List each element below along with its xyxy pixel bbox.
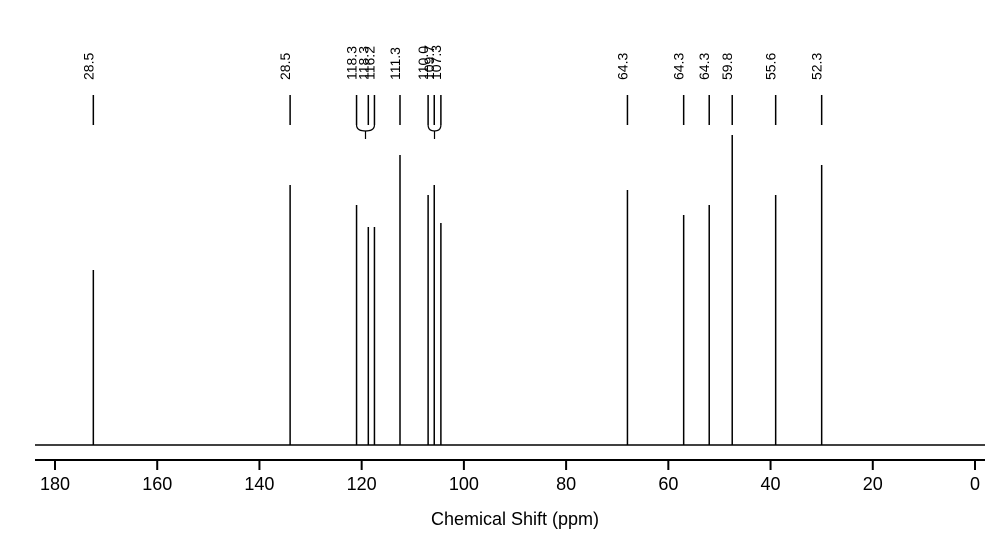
nmr-spectrum-chart: 28.528.5118.3118.3116.2111.3110.0109.710… [0, 0, 1000, 552]
svg-text:120: 120 [347, 474, 377, 494]
svg-text:100: 100 [449, 474, 479, 494]
svg-text:107.3: 107.3 [428, 45, 444, 80]
svg-text:64.3: 64.3 [671, 53, 687, 80]
svg-text:180: 180 [40, 474, 70, 494]
svg-text:Chemical Shift (ppm): Chemical Shift (ppm) [431, 509, 599, 529]
svg-text:64.3: 64.3 [696, 53, 712, 80]
svg-text:20: 20 [863, 474, 883, 494]
svg-text:111.3: 111.3 [387, 47, 403, 80]
svg-text:59.8: 59.8 [719, 53, 735, 80]
svg-text:80: 80 [556, 474, 576, 494]
svg-text:52.3: 52.3 [809, 53, 825, 80]
spectrum-svg: 28.528.5118.3118.3116.2111.3110.0109.710… [0, 0, 1000, 552]
svg-text:55.6: 55.6 [763, 53, 779, 80]
svg-text:160: 160 [142, 474, 172, 494]
svg-text:28.5: 28.5 [80, 53, 96, 80]
svg-text:116.2: 116.2 [361, 46, 377, 80]
svg-text:64.3: 64.3 [614, 53, 630, 80]
svg-text:40: 40 [761, 474, 781, 494]
svg-text:28.5: 28.5 [277, 53, 293, 80]
svg-text:0: 0 [970, 474, 980, 494]
svg-text:60: 60 [658, 474, 678, 494]
svg-text:140: 140 [244, 474, 274, 494]
